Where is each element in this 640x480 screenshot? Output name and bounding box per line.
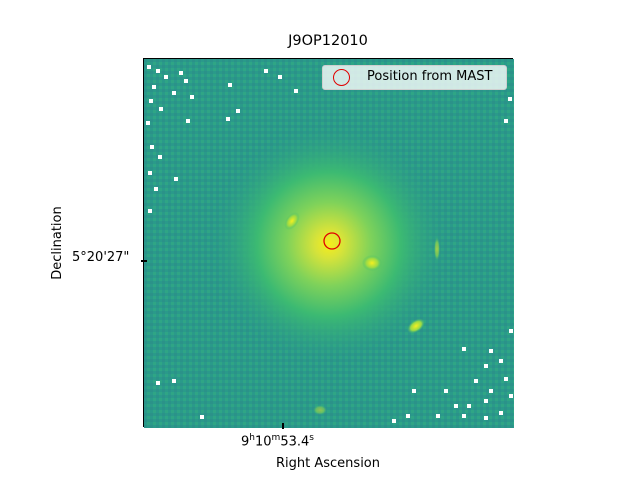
arc-left [284,212,300,230]
bright-knot-right [362,255,382,271]
astronomical-image [144,59,514,428]
legend: Position from MAST [322,65,507,90]
x-tick-mark [282,423,284,429]
y-axis-label: Declination [50,206,65,280]
legend-circle-icon [333,69,350,86]
galaxy-glow [144,59,514,428]
figure-title: J9OP12010 [288,33,368,49]
x-tick-label: 9h10m53.4s [241,433,314,450]
image-panel [143,58,514,428]
faint-source-bottom [313,405,327,415]
legend-label: Position from MAST [367,69,493,84]
y-tick-label: 5°20'27" [72,250,130,265]
x-axis-label: Right Ascension [276,456,380,471]
arc-right [434,237,440,261]
masked-pixels [146,65,513,423]
mast-position-marker [323,232,341,250]
arc-lower-right [407,318,425,334]
y-tick-mark [141,260,147,262]
